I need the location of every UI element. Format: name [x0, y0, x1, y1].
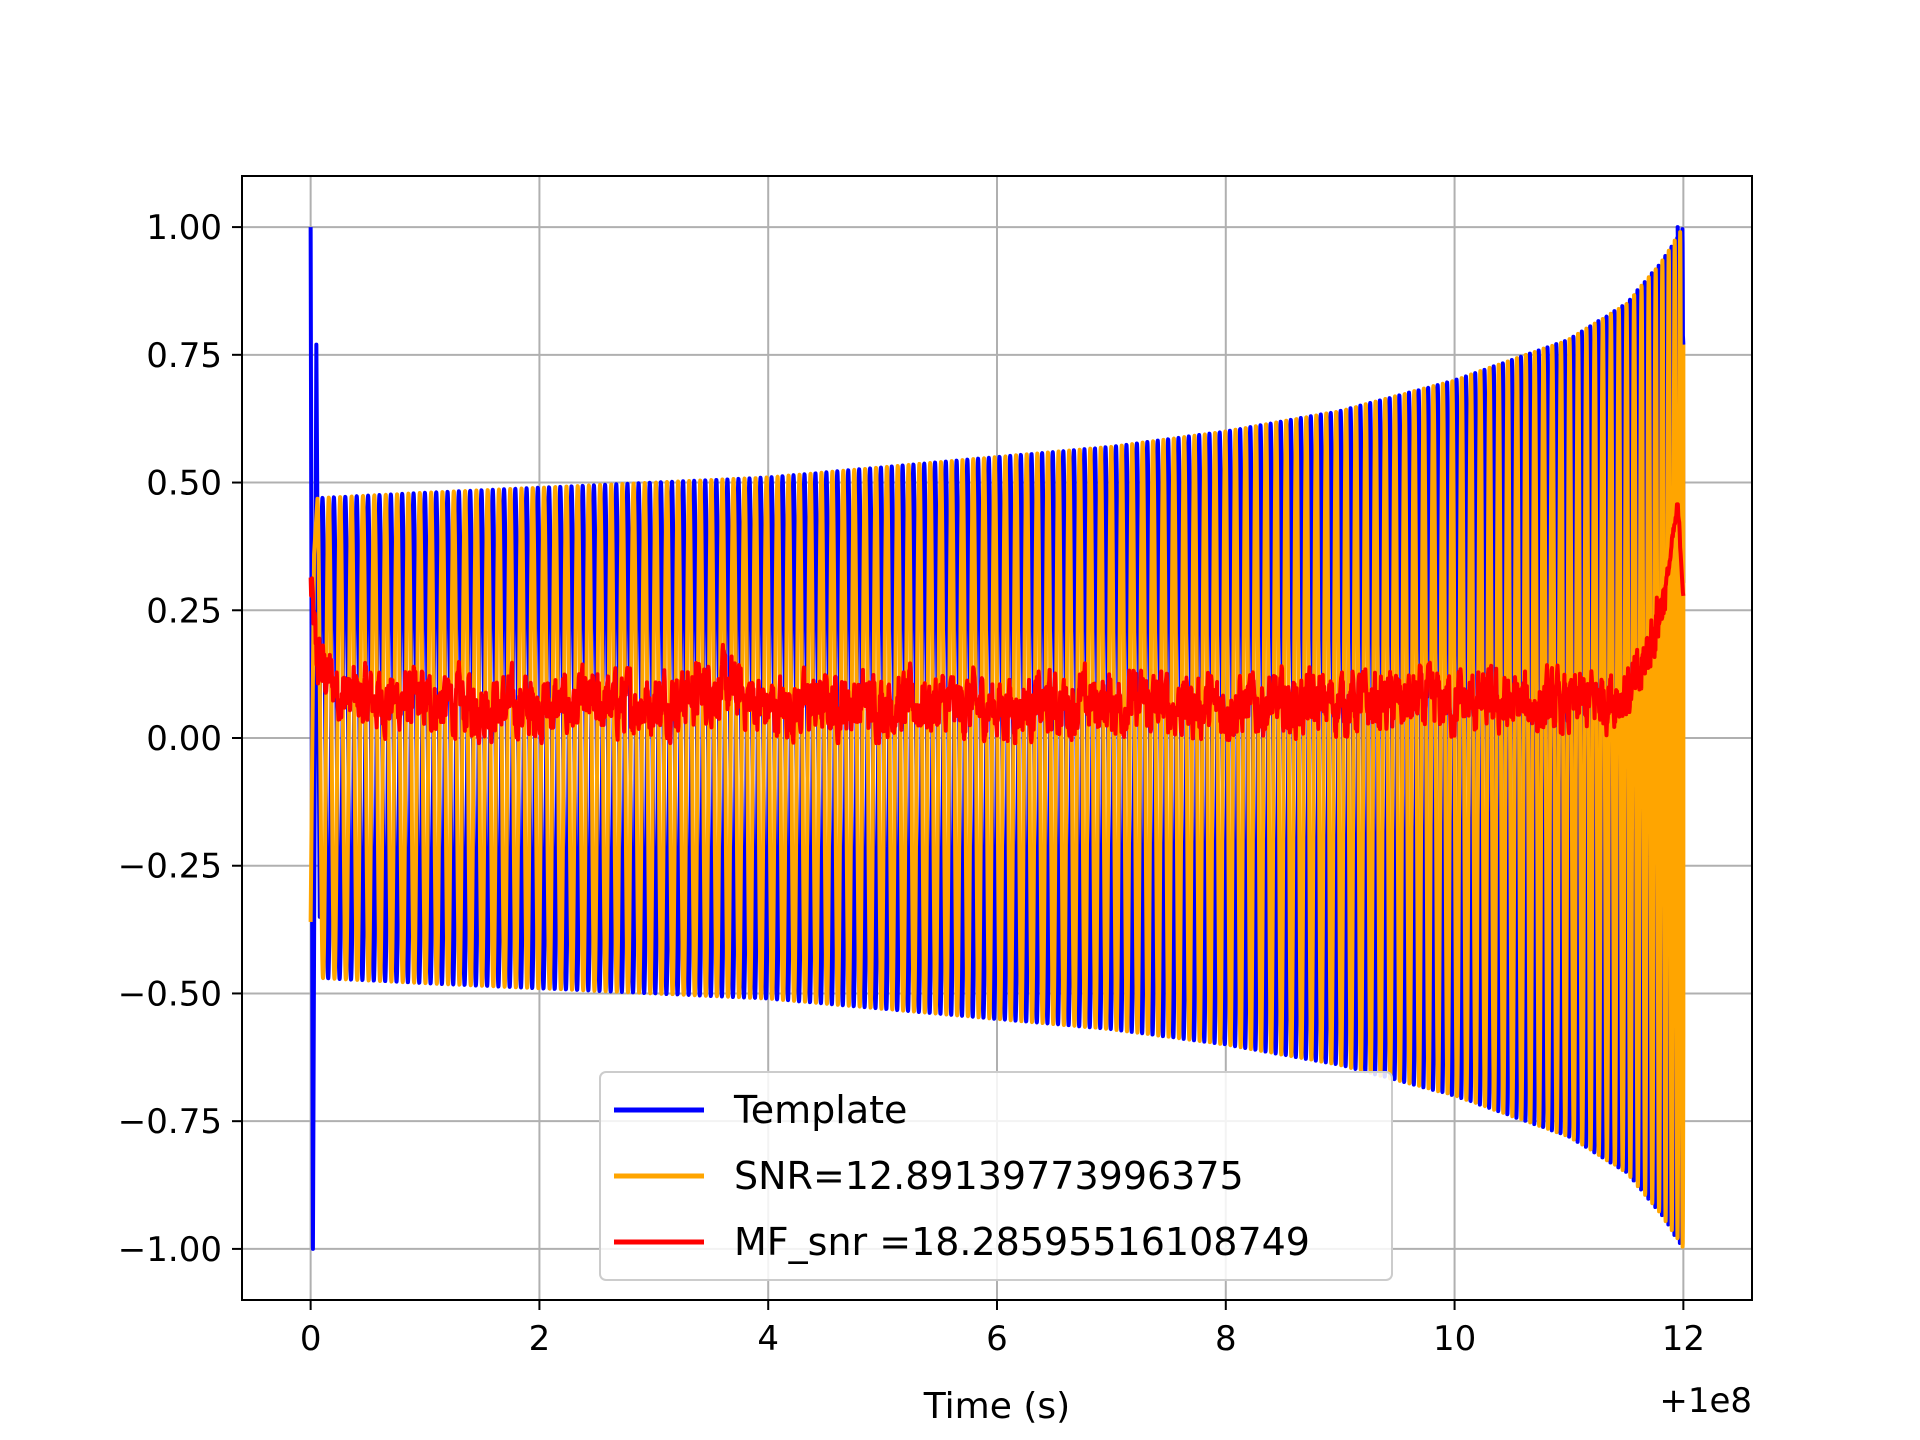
series-line-mf-snr — [308, 502, 1686, 746]
x-axis-label: Time (s) — [923, 1386, 1070, 1427]
x-tick-label: 0 — [300, 1319, 322, 1359]
legend-entry-label: Template — [733, 1088, 907, 1132]
legend-entry-label: MF_snr =18.28595516108749 — [734, 1220, 1310, 1264]
y-tick-label: 0.25 — [146, 591, 222, 631]
legend-box — [599, 1071, 1393, 1281]
y-tick-label: 0.75 — [146, 336, 222, 376]
legend-entry-label: SNR=12.89139773996375 — [734, 1154, 1244, 1198]
y-tick-label: 1.00 — [146, 208, 222, 248]
y-tick-label: −0.50 — [118, 974, 222, 1014]
y-tick-label: −0.75 — [118, 1102, 222, 1142]
x-tick-label: 4 — [757, 1319, 779, 1359]
x-tick-label: 6 — [986, 1319, 1008, 1359]
x-tick-label: 2 — [529, 1319, 551, 1359]
legend: Template SNR=12.89139773996375 MF_snr =18.… — [599, 1071, 1393, 1281]
x-axis-offset-label: +1e8 — [1659, 1381, 1752, 1421]
y-tick-label: −1.00 — [118, 1230, 222, 1270]
x-tick-label: 10 — [1433, 1319, 1476, 1359]
axis-ticks: 0 2 4 6 8 10 12 1.00 0.75 0.50 0.25 0.00 −0.25 −0.50 −… — [118, 208, 1705, 1359]
series-layer — [308, 225, 1686, 1251]
y-tick-label: −0.25 — [118, 847, 222, 887]
y-tick-label: 0.50 — [146, 464, 222, 504]
series-line-snr — [308, 230, 1686, 1249]
x-tick-label: 8 — [1215, 1319, 1237, 1359]
x-tick-label: 12 — [1662, 1319, 1705, 1359]
y-tick-label: 0.00 — [146, 719, 222, 759]
